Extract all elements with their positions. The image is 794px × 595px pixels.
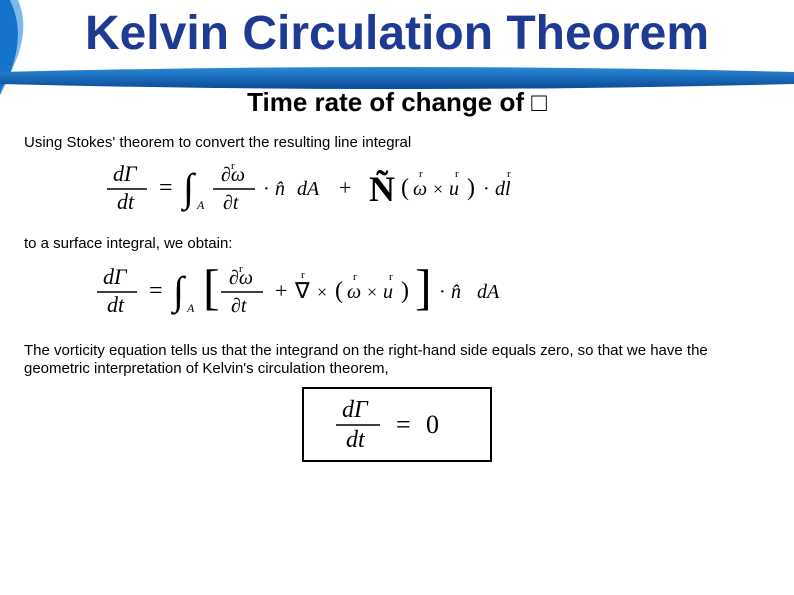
svg-text:=: =: [159, 175, 173, 201]
eq2-nabla: ∇: [294, 278, 310, 303]
eq2-dwbot: ∂t: [231, 295, 247, 317]
eq3-dt: dt: [346, 427, 366, 453]
equation-3-box: dΓ dt = 0: [0, 387, 794, 462]
eq2-times2: ×: [367, 282, 377, 302]
svg-text:]: ]: [415, 260, 432, 315]
slide-title: Kelvin Circulation Theorem: [0, 0, 794, 61]
equation-1: dΓ dt = ∫ A ∂ω r ∂t · n̂ dA + Ñ: [0, 159, 794, 219]
equation-2: dΓ dt = ∫ A [ ∂ω r ∂t + ∇ r ×: [0, 260, 794, 326]
eq3-dG: dΓ: [342, 397, 369, 423]
eq2-marker-d: r: [389, 271, 393, 283]
eq1-dG: dΓ: [113, 161, 138, 186]
eq2-intsub: A: [186, 301, 195, 315]
paragraph-3: The vorticity equation tells us that the…: [0, 342, 794, 380]
svg-text:·: ·: [439, 281, 446, 303]
eq2-u: u: [383, 281, 393, 303]
svg-text:∫: ∫: [170, 268, 187, 315]
svg-text:·: ·: [263, 178, 270, 200]
eq1-u: u: [449, 178, 459, 200]
slide-subtitle: Time rate of change of □: [0, 87, 794, 118]
svg-text:[: [: [203, 260, 220, 315]
eq1-marker-a: r: [231, 160, 235, 172]
eq2-marker-b: r: [301, 269, 305, 281]
eq1-plus: +: [339, 175, 351, 200]
eq2-plus: +: [275, 278, 287, 303]
slide-subtitle-text: Time rate of change of □: [247, 87, 547, 117]
eq2-omega: ω: [347, 281, 361, 303]
eq2-dt: dt: [107, 292, 125, 317]
eq3-zero: 0: [426, 410, 439, 439]
svg-text:=: =: [396, 410, 411, 439]
eq1-dA: dA: [297, 178, 320, 200]
eq2-dA: dA: [477, 281, 500, 303]
eq1-marker-c: r: [455, 168, 459, 180]
eq1-cint: Ñ: [369, 169, 395, 209]
eq2-times1: ×: [317, 282, 327, 302]
paragraph-1: Using Stokes' theorem to convert the res…: [0, 134, 794, 153]
eq2-nhat: n̂: [451, 281, 461, 303]
eq1-nhat: n̂: [275, 178, 285, 200]
eq1-intsub: A: [196, 198, 205, 212]
svg-text:(: (: [401, 175, 409, 201]
eq1-dl: dl: [495, 178, 511, 200]
eq1-dt: dt: [117, 189, 135, 214]
slide: Kelvin Circulation Theorem Time rate of …: [0, 0, 794, 595]
slide-title-text: Kelvin Circulation Theorem: [85, 7, 709, 60]
eq2-dG: dΓ: [103, 264, 128, 289]
svg-text:∫: ∫: [180, 165, 197, 212]
eq1-marker-d: r: [507, 168, 511, 180]
eq2-marker-c: r: [353, 271, 357, 283]
svg-text:): ): [467, 175, 475, 201]
eq1-times: ×: [433, 179, 443, 199]
svg-text:·: ·: [483, 178, 490, 200]
svg-text:(: (: [335, 278, 343, 304]
eq1-marker-b: r: [419, 168, 423, 180]
equation-3: dΓ dt = 0: [302, 387, 492, 462]
paragraph-2: to a surface integral, we obtain:: [0, 235, 794, 254]
eq1-omega: ω: [413, 178, 427, 200]
svg-text:=: =: [149, 278, 163, 304]
eq2-marker-a: r: [239, 263, 243, 275]
svg-text:): ): [401, 278, 409, 304]
eq1-dwbot: ∂t: [223, 192, 239, 214]
